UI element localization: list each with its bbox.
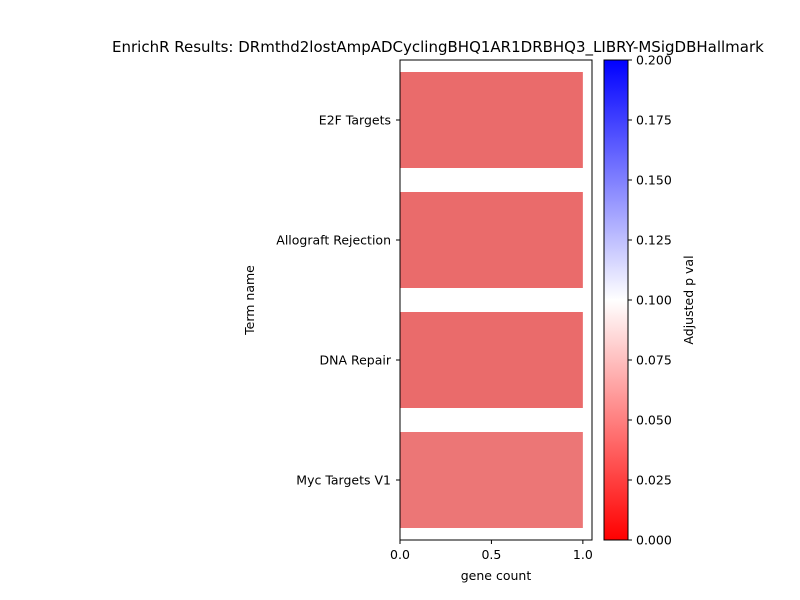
x-tick-label: 0.0 xyxy=(390,547,410,562)
y-tick-labels: E2F Targets Allograft Rejection DNA Repair… xyxy=(276,113,400,488)
colorbar-tick-label: 0.125 xyxy=(636,233,672,248)
colorbar-tick-label: 0.150 xyxy=(636,173,672,188)
y-tick-label: E2F Targets xyxy=(319,113,391,128)
x-tick-label: 0.5 xyxy=(481,547,501,562)
colorbar-tick-label: 0.000 xyxy=(636,533,672,548)
colorbar-ticks: 0.000 0.025 0.050 0.075 0.100 0.125 0.150 0.175… xyxy=(628,53,672,548)
x-tick-label: 1.0 xyxy=(573,547,593,562)
colorbar-tick-label: 0.175 xyxy=(636,113,672,128)
bar-dna-repair xyxy=(400,312,583,408)
y-tick-label: DNA Repair xyxy=(319,353,391,368)
bar-e2f-targets xyxy=(400,72,583,168)
colorbar-tick-label: 0.025 xyxy=(636,473,672,488)
bar-myc-targets-v1 xyxy=(400,432,583,528)
bar-allograft-rejection xyxy=(400,192,583,288)
colorbar-tick-label: 0.100 xyxy=(636,293,672,308)
y-axis-label: Term name xyxy=(242,265,257,336)
y-tick-label: Allograft Rejection xyxy=(276,233,391,248)
chart-title: EnrichR Results: DRmthd2lostAmpADCycling… xyxy=(112,38,764,57)
plot-frame xyxy=(399,59,593,541)
colorbar-tick-label: 0.050 xyxy=(636,413,672,428)
colorbar xyxy=(603,59,629,541)
colorbar-tick-label: 0.200 xyxy=(636,53,672,68)
y-tick-label: Myc Targets V1 xyxy=(296,473,391,488)
x-axis-label: gene count xyxy=(461,568,532,583)
x-tick-labels: 0.0 0.5 1.0 xyxy=(390,540,593,562)
colorbar-tick-label: 0.075 xyxy=(636,353,672,368)
colorbar-label: Adjusted p val xyxy=(681,255,696,344)
bars-group xyxy=(400,72,583,528)
